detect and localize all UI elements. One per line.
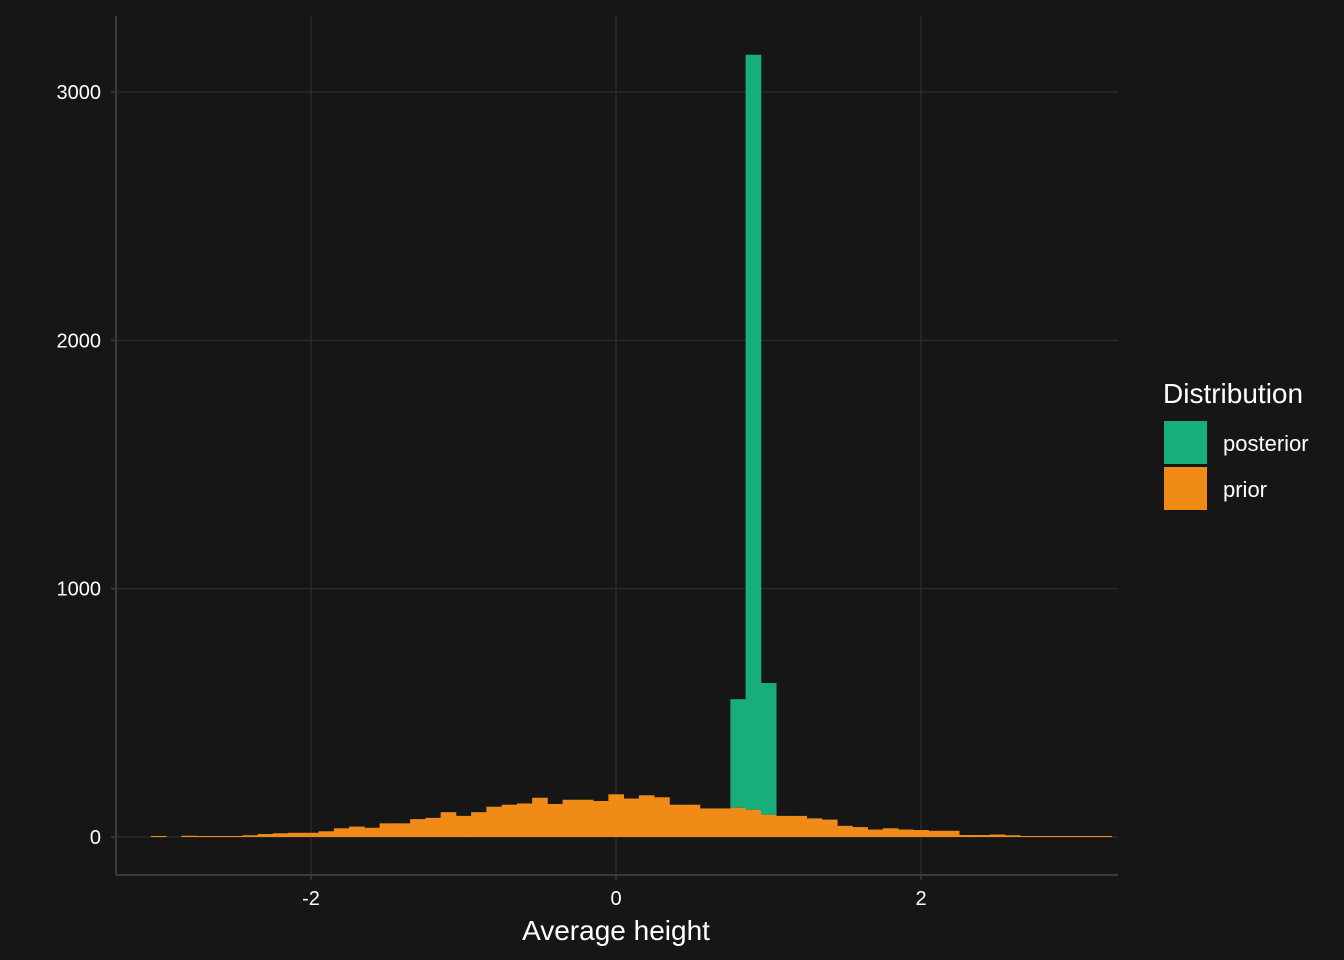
bar-prior xyxy=(882,828,899,837)
bar-prior xyxy=(745,809,762,837)
bar-prior xyxy=(867,829,884,837)
bar-posterior xyxy=(730,699,747,808)
bar-prior xyxy=(791,815,808,837)
bar-prior xyxy=(303,832,320,837)
bar-prior xyxy=(471,812,487,837)
bar-prior xyxy=(776,815,792,837)
bar-prior xyxy=(852,827,869,837)
bar-prior xyxy=(501,804,518,837)
bar-prior xyxy=(181,835,198,837)
grid-lines xyxy=(116,16,1118,875)
bar-posterior xyxy=(745,54,762,810)
bar-prior xyxy=(547,803,564,837)
bar-prior xyxy=(898,829,914,837)
bar-prior xyxy=(1096,836,1113,837)
bar-prior xyxy=(364,827,381,837)
bar-prior xyxy=(730,807,747,837)
bar-prior xyxy=(425,817,442,837)
bar-prior xyxy=(440,812,457,837)
bar-prior xyxy=(211,836,228,837)
bar-prior xyxy=(379,823,396,837)
axes xyxy=(115,16,1118,876)
bar-prior xyxy=(1081,836,1097,837)
posterior-bars xyxy=(730,54,777,815)
bar-prior xyxy=(1020,836,1036,837)
bar-posterior xyxy=(760,683,777,815)
bar-prior xyxy=(974,835,991,837)
bar-prior xyxy=(913,830,930,837)
bar-prior xyxy=(1050,836,1067,837)
legend-label-posterior: posterior xyxy=(1223,431,1309,456)
bar-prior xyxy=(410,819,426,837)
legend-label-prior: prior xyxy=(1223,477,1267,502)
bar-prior xyxy=(684,804,701,837)
bar-prior xyxy=(196,836,213,837)
bar-prior xyxy=(272,833,289,837)
bar-prior xyxy=(455,815,472,837)
x-tick-labels: -2 0 2 xyxy=(302,875,927,910)
bar-prior xyxy=(959,835,975,837)
prior-bars xyxy=(150,794,1113,837)
bar-prior xyxy=(821,819,838,837)
bar-prior xyxy=(654,797,670,837)
bar-prior xyxy=(943,830,960,837)
bar-prior xyxy=(242,835,259,837)
bar-prior xyxy=(1065,836,1082,837)
bar-prior xyxy=(349,826,365,837)
y-tick-labels: 0 1000 2000 3000 xyxy=(57,82,116,849)
y-tick-label: 2000 xyxy=(57,330,102,352)
bar-prior xyxy=(1035,836,1052,837)
bar-prior xyxy=(593,800,609,837)
bar-prior xyxy=(928,830,945,837)
y-tick-label: 0 xyxy=(90,827,101,849)
bar-prior xyxy=(608,794,625,837)
bar-prior xyxy=(989,834,1006,837)
bar-prior xyxy=(638,795,655,837)
bar-prior xyxy=(486,806,503,837)
bar-prior xyxy=(806,818,823,837)
bar-prior xyxy=(623,798,640,837)
legend: Distribution posterior prior xyxy=(1163,378,1309,510)
bar-prior xyxy=(516,803,533,837)
y-tick-label: 3000 xyxy=(57,82,102,104)
legend-swatch-prior xyxy=(1164,467,1207,510)
bar-prior xyxy=(760,814,777,837)
bar-prior xyxy=(715,808,731,837)
bar-prior xyxy=(577,799,594,837)
bar-prior xyxy=(150,836,167,837)
legend-swatch-posterior xyxy=(1164,421,1207,464)
bar-prior xyxy=(227,836,243,837)
x-axis-title: Average height xyxy=(522,915,710,946)
bar-prior xyxy=(288,832,304,837)
y-tick-label: 1000 xyxy=(57,579,102,601)
legend-title: Distribution xyxy=(1163,378,1303,409)
bar-prior xyxy=(257,834,274,837)
bar-prior xyxy=(333,828,350,837)
bar-prior xyxy=(1004,835,1021,837)
bar-prior xyxy=(669,804,686,837)
x-tick-label: -2 xyxy=(302,888,320,910)
x-tick-label: 0 xyxy=(610,888,621,910)
bar-prior xyxy=(532,797,548,837)
bar-prior xyxy=(318,831,335,837)
bar-prior xyxy=(699,808,716,837)
bar-prior xyxy=(562,799,579,837)
x-tick-label: 2 xyxy=(915,888,926,910)
bar-prior xyxy=(394,823,411,837)
bar-prior xyxy=(837,825,853,837)
